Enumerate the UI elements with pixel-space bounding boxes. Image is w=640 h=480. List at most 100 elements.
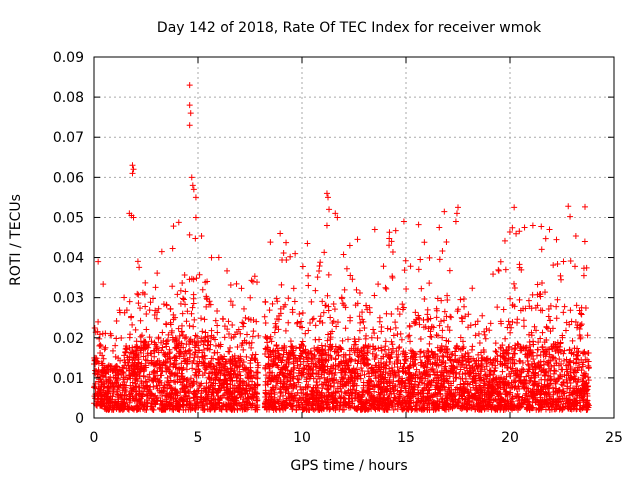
data-point: [326, 406, 333, 413]
data-point: [228, 405, 235, 412]
data-point: [510, 370, 517, 377]
data-point: [261, 313, 268, 320]
data-point: [117, 357, 124, 364]
data-point: [486, 368, 493, 375]
data-point: [385, 401, 392, 408]
data-point: [335, 352, 342, 359]
data-point: [436, 386, 443, 393]
data-point: [182, 301, 189, 308]
data-point: [477, 382, 484, 389]
data-point: [342, 365, 349, 372]
data-point: [574, 345, 581, 352]
data-point: [520, 305, 527, 312]
data-point: [579, 385, 586, 392]
data-point: [534, 352, 541, 359]
data-point: [251, 273, 258, 280]
data-point: [316, 268, 323, 275]
data-point: [233, 280, 240, 287]
data-point: [369, 364, 376, 371]
data-point: [390, 374, 397, 381]
data-point: [127, 331, 134, 338]
data-point: [459, 375, 466, 382]
data-point: [434, 344, 441, 351]
data-point: [497, 258, 504, 265]
data-point: [136, 397, 143, 404]
data-point: [457, 334, 464, 341]
data-point: [516, 261, 523, 268]
data-point: [421, 353, 428, 360]
data-point: [186, 102, 193, 109]
data-point: [283, 401, 290, 408]
data-point: [275, 355, 282, 362]
data-point: [372, 369, 379, 376]
data-point: [511, 284, 518, 291]
data-point: [308, 298, 315, 305]
data-point: [242, 391, 249, 398]
data-point: [231, 398, 238, 405]
data-point: [459, 338, 466, 345]
data-point: [341, 381, 348, 388]
data-point: [392, 369, 399, 376]
data-point: [143, 326, 150, 333]
data-point: [504, 390, 511, 397]
data-point: [91, 325, 98, 332]
data-point: [582, 203, 589, 210]
data-point: [177, 344, 184, 351]
data-point: [397, 388, 404, 395]
data-point: [175, 219, 182, 226]
data-point: [208, 254, 215, 261]
data-point: [204, 333, 211, 340]
data-point: [465, 397, 472, 404]
data-point: [237, 394, 244, 401]
data-point: [553, 399, 560, 406]
data-point: [290, 369, 297, 376]
data-point: [293, 345, 300, 352]
data-point: [573, 385, 580, 392]
data-point: [528, 361, 535, 368]
data-point: [300, 358, 307, 365]
data-point: [584, 332, 591, 339]
data-point: [378, 344, 385, 351]
data-point: [329, 403, 336, 410]
data-point: [347, 378, 354, 385]
y-tick-label: 0.02: [53, 331, 84, 347]
data-point: [167, 377, 174, 384]
data-point: [207, 360, 214, 367]
data-point: [567, 396, 574, 403]
data-point: [310, 375, 317, 382]
data-point: [167, 319, 174, 326]
data-point: [183, 349, 190, 356]
data-point: [123, 307, 130, 314]
data-point: [367, 343, 374, 350]
data-point: [194, 396, 201, 403]
data-point: [95, 258, 102, 265]
data-point: [198, 315, 205, 322]
data-point: [323, 190, 330, 197]
data-point: [481, 356, 488, 363]
data-point: [179, 310, 186, 317]
data-point: [408, 394, 415, 401]
data-point: [315, 384, 322, 391]
data-point: [421, 363, 428, 370]
data-point: [283, 239, 290, 246]
data-point: [450, 358, 457, 365]
data-point: [436, 224, 443, 231]
data-point: [130, 214, 137, 221]
data-point: [173, 361, 180, 368]
data-point: [552, 378, 559, 385]
data-point: [218, 385, 225, 392]
data-point: [209, 402, 216, 409]
data-point: [513, 386, 520, 393]
data-point: [202, 355, 209, 362]
data-point: [582, 386, 589, 393]
data-point: [497, 402, 504, 409]
data-point: [144, 382, 151, 389]
data-point: [168, 327, 175, 334]
data-point: [215, 385, 222, 392]
data-point: [279, 369, 286, 376]
data-point: [416, 405, 423, 412]
data-point: [216, 377, 223, 384]
data-point: [569, 399, 576, 406]
data-point: [488, 406, 495, 413]
data-point: [300, 347, 307, 354]
